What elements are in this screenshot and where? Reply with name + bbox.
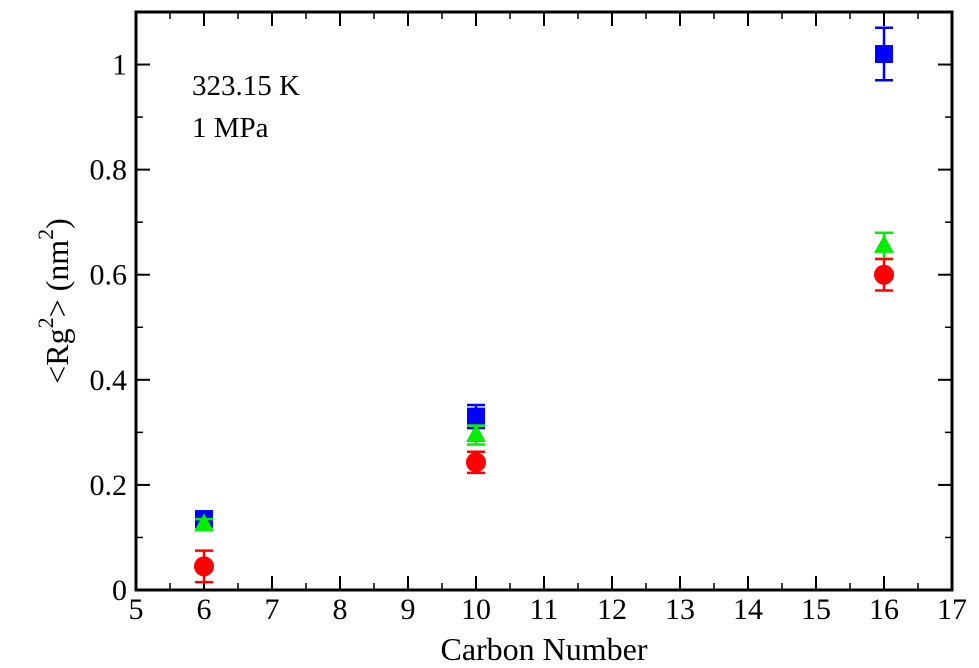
series-layer	[194, 26, 894, 584]
y-tick-label: 0.2	[90, 469, 128, 502]
axis-ticks	[135, 11, 953, 591]
y-tick-label: 0.4	[90, 364, 128, 397]
x-tick-label: 12	[597, 593, 627, 626]
y-axis-label-part: <Rg	[39, 328, 75, 383]
y-tick-labels: 0 0.2 0.4 0.6 0.8 1	[90, 49, 128, 607]
y-axis-label-part: > (nm	[39, 240, 75, 318]
annotation-temperature: 323.15 K	[192, 70, 300, 102]
x-tick-label: 14	[733, 593, 763, 626]
data-point-circle	[194, 556, 214, 577]
y-tick-label: 0	[112, 574, 127, 607]
x-tick-label: 17	[937, 593, 967, 626]
data-point-triangle	[466, 423, 486, 442]
x-tick-label: 10	[461, 593, 491, 626]
y-tick-label: 0.6	[90, 259, 128, 292]
x-tick-label: 8	[333, 593, 348, 626]
annotation-pressure: 1 MPa	[192, 112, 269, 144]
series-triangle	[194, 231, 894, 532]
x-tick-label: 5	[129, 593, 144, 626]
y-tick-label: 1	[112, 49, 127, 82]
x-tick-label: 7	[265, 593, 280, 626]
x-axis-label: Carbon Number	[440, 631, 647, 667]
y-axis-label-superscript: 2	[33, 229, 58, 240]
x-tick-label: 13	[665, 593, 695, 626]
x-tick-labels: 5 6 7 8 9 10 11 12 13 14 15 16 17	[129, 593, 968, 626]
y-axis-label: <Rg2> (nm2)	[33, 218, 75, 384]
series-square	[195, 26, 893, 529]
y-tick-label: 0.8	[90, 154, 128, 187]
series-circle	[194, 257, 894, 584]
data-point-square	[875, 45, 893, 64]
data-point-square	[467, 407, 485, 426]
data-point-triangle	[874, 234, 894, 253]
data-point-circle	[466, 452, 486, 473]
data-point-circle	[874, 264, 894, 285]
x-tick-label: 11	[530, 593, 559, 626]
x-tick-label: 6	[197, 593, 212, 626]
x-tick-label: 16	[869, 593, 899, 626]
svg-text:<Rg2> (nm2): <Rg2> (nm2)	[33, 218, 75, 384]
y-axis-label-superscript: 2	[33, 317, 58, 328]
y-axis-label-part: )	[39, 218, 75, 229]
data-point-triangle	[194, 513, 214, 532]
x-tick-label: 15	[801, 593, 831, 626]
x-tick-label: 9	[401, 593, 416, 626]
